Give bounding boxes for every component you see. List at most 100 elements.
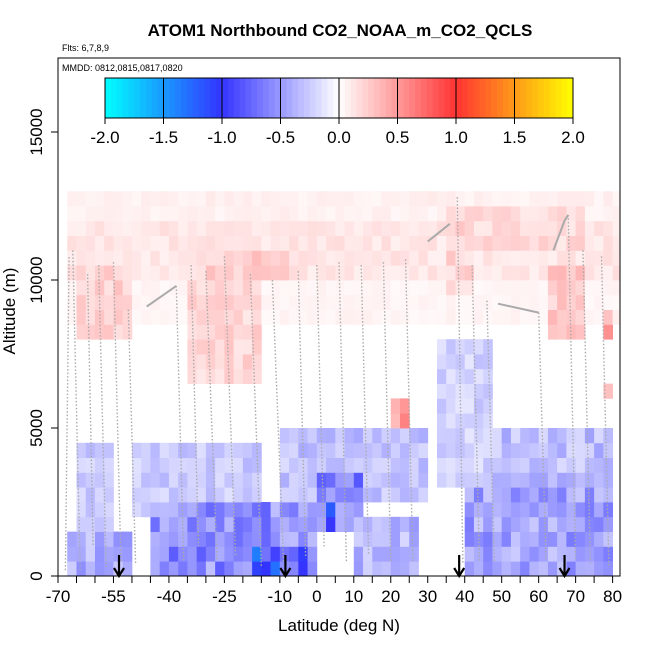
heatmap-cell <box>464 368 475 384</box>
heatmap-cell <box>178 220 188 236</box>
flight-profile <box>471 265 481 562</box>
heatmap-cell <box>242 339 253 355</box>
heatmap-cell <box>436 280 447 296</box>
heatmap-cell <box>94 442 105 458</box>
heatmap-cell <box>473 502 484 518</box>
heatmap-cell <box>538 220 549 236</box>
heatmap-cell <box>400 309 410 325</box>
heatmap-cell <box>390 531 401 547</box>
heatmap-cell <box>94 265 105 281</box>
heatmap-cell <box>409 309 419 325</box>
heatmap-cell <box>400 487 410 503</box>
heatmap-cell <box>85 502 96 518</box>
heatmap-cell <box>473 206 484 222</box>
heatmap-cell <box>196 235 207 251</box>
colorbar-segment <box>508 78 515 118</box>
heatmap-cell <box>150 309 161 325</box>
heatmap-cell <box>446 220 456 236</box>
heatmap-cell <box>436 339 447 355</box>
heatmap-cell <box>76 280 87 296</box>
heatmap-cell <box>483 502 493 518</box>
heatmap-cell <box>436 428 447 444</box>
heatmap-cell <box>547 546 558 562</box>
heatmap-cell <box>326 502 336 518</box>
heatmap-cell <box>400 398 410 414</box>
heatmap-cell <box>316 220 327 236</box>
colorbar-segment <box>128 78 135 118</box>
colorbar-segment <box>186 78 194 118</box>
heatmap-cell <box>196 472 207 488</box>
heatmap-cell <box>455 442 466 458</box>
heatmap-cell <box>335 235 345 251</box>
heatmap-cell <box>242 294 253 310</box>
heatmap-cell <box>261 561 271 576</box>
heatmap-cell <box>464 502 475 518</box>
heatmap-cell <box>427 206 438 222</box>
heatmap-cell <box>464 487 475 503</box>
colorbar-segment <box>339 78 346 118</box>
colorbar-segment <box>520 78 527 118</box>
heatmap-cell <box>196 220 207 236</box>
heatmap-cell <box>584 294 595 310</box>
heatmap-cell <box>473 309 484 325</box>
heatmap-cell <box>67 265 77 281</box>
heatmap-cell <box>464 428 475 444</box>
heatmap-cell <box>483 531 493 547</box>
heatmap-cell <box>187 368 198 384</box>
heatmap-cell <box>510 546 521 562</box>
heatmap-cell <box>390 398 401 414</box>
heatmap-cell <box>67 531 77 547</box>
x-tick-label: -40 <box>157 587 182 606</box>
heatmap-cell <box>483 265 493 281</box>
heatmap-cell <box>316 487 327 503</box>
heatmap-cell <box>436 191 447 207</box>
heatmap-cell <box>233 442 244 458</box>
heatmap-cell <box>141 487 151 503</box>
heatmap-cell <box>510 502 521 518</box>
heatmap-cell <box>141 457 151 473</box>
flight-profile <box>175 285 185 562</box>
heatmap-cell <box>279 502 290 518</box>
heatmap-cell <box>94 531 105 547</box>
heatmap-cell <box>575 235 586 251</box>
heatmap-cell <box>344 502 355 518</box>
heatmap-cell <box>529 561 540 576</box>
heatmap-cell <box>344 191 355 207</box>
heatmap-cell <box>242 561 253 576</box>
heatmap-cell <box>215 487 225 503</box>
heatmap-cell <box>85 265 96 281</box>
heatmap-cell <box>122 206 133 222</box>
heatmap-cell <box>353 561 364 576</box>
heatmap-cell <box>409 457 419 473</box>
heatmap-cell <box>538 294 549 310</box>
heatmap-cell <box>409 235 419 251</box>
heatmap-cell <box>547 280 558 296</box>
heatmap-cell <box>205 339 216 355</box>
heatmap-cell <box>557 546 567 562</box>
heatmap-cell <box>566 206 577 222</box>
heatmap-cell <box>122 324 133 340</box>
heatmap-cell <box>224 309 235 325</box>
heatmap-cell <box>510 516 521 532</box>
heatmap-cell <box>85 487 96 503</box>
heatmap-cell <box>520 428 530 444</box>
heatmap-cell <box>178 472 188 488</box>
heatmap-cell <box>307 487 318 503</box>
heatmap-cell <box>224 250 235 266</box>
heatmap-cell <box>196 191 207 207</box>
heatmap-cell <box>436 413 447 429</box>
heatmap-cell <box>372 472 382 488</box>
heatmap-cell <box>307 457 318 473</box>
heatmap-cell <box>529 442 540 458</box>
heatmap-cell <box>187 206 198 222</box>
heatmap-cell <box>529 206 540 222</box>
heatmap-cell <box>150 191 161 207</box>
heatmap-cell <box>446 457 456 473</box>
heatmap-cell <box>400 294 410 310</box>
flight-profile <box>271 279 285 562</box>
heatmap-cell <box>390 280 401 296</box>
heatmap-cell <box>344 457 355 473</box>
heatmap-cell <box>150 457 161 473</box>
colorbar-segment <box>526 78 533 118</box>
heatmap-cell <box>252 502 262 518</box>
